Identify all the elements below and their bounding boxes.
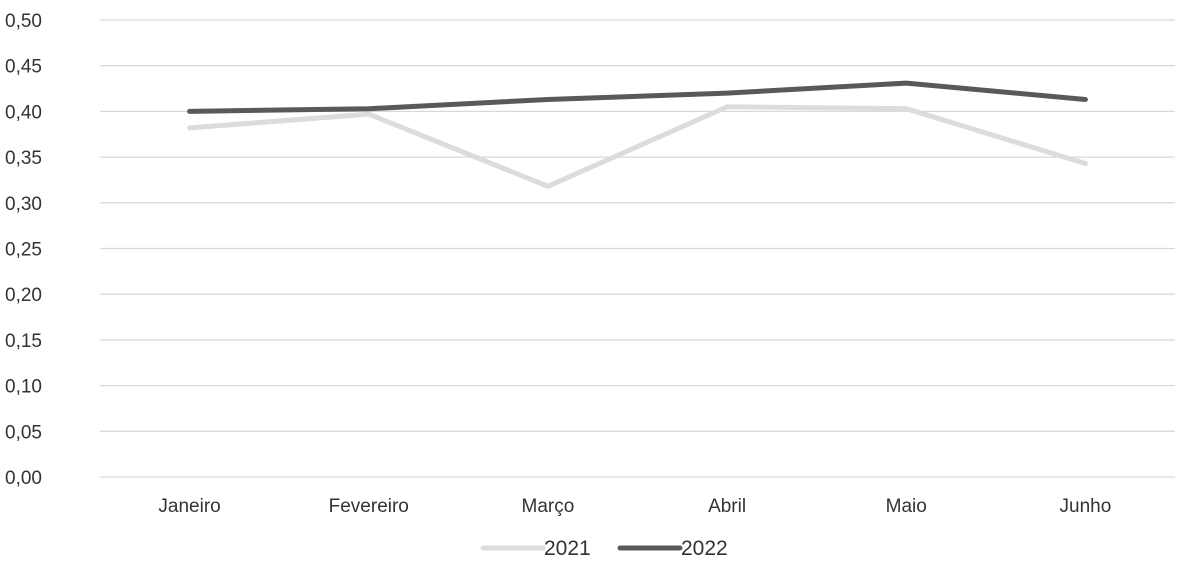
x-tick-label: Maio (886, 496, 927, 517)
x-tick-label: Abril (708, 496, 746, 517)
y-tick-label: 0,30 (5, 194, 42, 215)
y-tick-label: 0,20 (5, 285, 42, 306)
y-tick-label: 0,10 (5, 377, 42, 398)
series-line-2022 (187, 80, 1088, 114)
series-lines (187, 80, 1088, 189)
y-tick-label: 0,35 (5, 148, 42, 169)
y-tick-label: 0,50 (5, 11, 42, 32)
y-tick-label: 0,25 (5, 240, 42, 261)
series-line-2021 (187, 104, 1088, 189)
x-tick-label: Março (522, 496, 575, 517)
y-tick-label: 0,40 (5, 102, 42, 123)
y-tick-label: 0,45 (5, 57, 42, 78)
x-tick-label: Junho (1060, 496, 1112, 517)
y-tick-label: 0,15 (5, 331, 42, 352)
x-tick-label: Janeiro (158, 496, 220, 517)
y-tick-label: 0,00 (5, 468, 42, 489)
legend-label-2021: 2021 (544, 537, 591, 560)
y-axis-tick-labels: 0,00 0,05 0,10 0,15 0,20 0,25 0,30 0,35 0,40 0,45… (5, 11, 42, 489)
x-tick-label: Fevereiro (329, 496, 409, 517)
legend: 2021 2022 (480, 537, 728, 560)
x-axis-tick-labels: Janeiro Fevereiro Março Abril Maio Junho (158, 496, 1111, 517)
y-tick-label: 0,05 (5, 422, 42, 443)
gridlines (100, 19, 1175, 478)
legend-label-2022: 2022 (681, 537, 728, 560)
